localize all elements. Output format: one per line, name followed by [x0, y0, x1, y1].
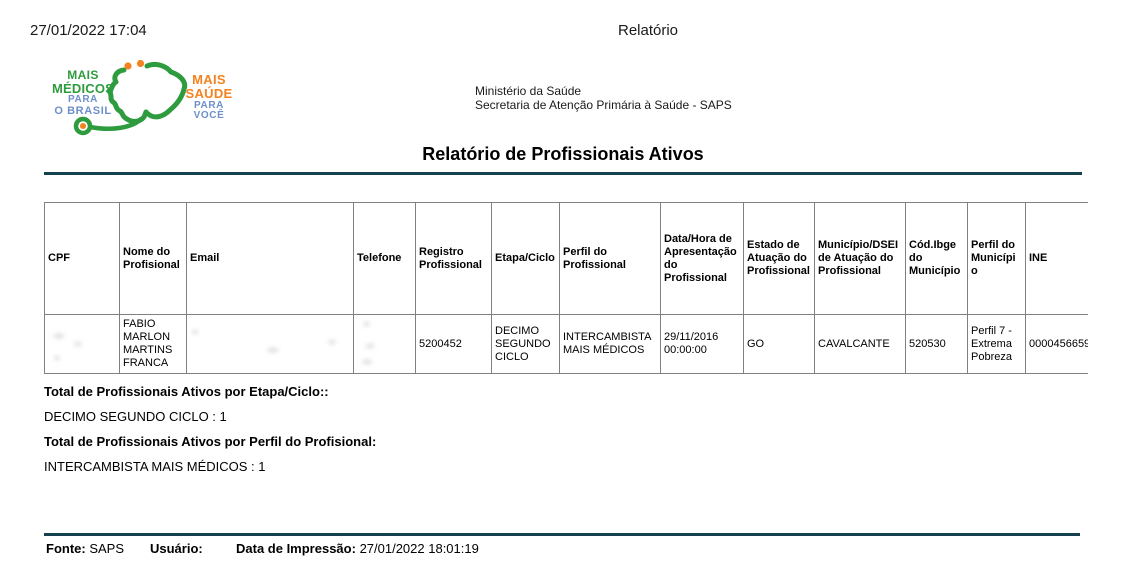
- column-header-email: Email: [186, 202, 354, 315]
- fonte-label: Fonte:: [46, 541, 86, 556]
- column-header-estado: Estado de Atuação do Profissional: [743, 202, 815, 315]
- total-perfil-value: INTERCAMBISTA MAIS MÉDICOS : 1: [44, 459, 266, 474]
- footer-usuario: Usuário:: [150, 541, 203, 556]
- table-row: FABIO MARLON MARTINS FRANCA 5200452 DECI…: [44, 314, 1088, 374]
- org-line-ministerio: Ministério da Saúde: [475, 84, 582, 98]
- redacted-smudge: [51, 333, 67, 339]
- print-datetime: 27/01/2022 17:04: [30, 22, 147, 39]
- cell-registro: 5200452: [415, 314, 492, 374]
- cell-estado: GO: [743, 314, 815, 374]
- fonte-value: SAPS: [89, 541, 125, 556]
- column-header-nome: Nome do Profisional: [119, 202, 187, 315]
- logo-text-medicos: MÉDICOS: [51, 80, 115, 96]
- report-footer: Fonte: SAPS Usuário: Data de Impressão: …: [44, 541, 1080, 559]
- title-rule: [44, 172, 1082, 175]
- logo-text-mais: MAIS: [67, 68, 99, 82]
- report-title: Relatório de Profissionais Ativos: [422, 144, 704, 164]
- org-line-secretaria: Secretaria de Atenção Primária à Saúde -…: [475, 98, 732, 112]
- redacted-smudge: [265, 347, 281, 353]
- column-header-registro: Registro Profissional: [415, 202, 492, 315]
- redacted-smudge: [362, 321, 371, 327]
- cell-cod-ibge: 520530: [905, 314, 968, 374]
- logo-left-text: MAIS MÉDICOS PARA O BRASIL: [40, 69, 126, 118]
- cell-ine: 0000456659: [1025, 314, 1088, 374]
- mais-medicos-logo: MAIS MÉDICOS PARA O BRASIL MAIS SAÚDE PA…: [40, 60, 240, 142]
- print-header-title: Relatório: [618, 22, 679, 39]
- cell-etapa-ciclo: DECIMO SEGUNDO CICLO: [491, 314, 560, 374]
- column-header-data-hora: Data/Hora de Apresentação do Profissiona…: [660, 202, 744, 315]
- logo-right-text: MAIS SAÚDE PARA VOCÊ: [178, 73, 240, 122]
- usuario-label: Usuário:: [150, 541, 203, 556]
- logo-text-saude: SAÚDE: [185, 85, 233, 101]
- cell-data-hora: 29/11/2016 00:00:00: [660, 314, 744, 374]
- logo-text-para-2: PARA: [194, 99, 224, 111]
- cell-email-redacted: [186, 314, 354, 374]
- cell-municipio: CAVALCANTE: [814, 314, 906, 374]
- impressao-value: 27/01/2022 18:01:19: [359, 541, 479, 556]
- logo-text-voce: VOCÊ: [193, 110, 225, 122]
- column-header-cod-ibge: Cód.Ibge do Município: [905, 202, 968, 315]
- redacted-smudge: [360, 359, 374, 365]
- redacted-smudge: [364, 343, 376, 349]
- cell-perfil-municipio: Perfil 7 - Extrema Pobreza: [967, 314, 1026, 374]
- cell-telefone-redacted: [353, 314, 416, 374]
- total-etapa-value: DECIMO SEGUNDO CICLO : 1: [44, 409, 227, 424]
- cell-cpf-redacted: [44, 314, 120, 374]
- column-header-cpf: CPF: [44, 202, 120, 315]
- column-header-perfil-municipio: Perfil do Município: [967, 202, 1026, 315]
- brazil-map-stethoscope-icon: [73, 60, 188, 136]
- impressao-label: Data de Impressão:: [236, 541, 356, 556]
- logo-text-para: PARA: [68, 94, 98, 106]
- logo-text-mais-2: MAIS: [192, 72, 226, 87]
- footer-fonte: Fonte: SAPS: [46, 541, 124, 556]
- redacted-smudge: [73, 341, 83, 347]
- column-header-ine: INE: [1025, 202, 1088, 315]
- org-header: Ministério da Saúde Secretaria de Atençã…: [475, 84, 732, 112]
- total-etapa-label: Total de Profissionais Ativos por Etapa/…: [44, 384, 329, 399]
- redacted-smudge: [53, 355, 61, 361]
- professionals-table-wrapper: CPF Nome do Profisional Email Telefone R…: [44, 202, 1088, 374]
- redacted-smudge: [327, 339, 337, 345]
- redacted-smudge: [191, 329, 199, 335]
- column-header-telefone: Telefone: [353, 202, 416, 315]
- logo-text-o-brasil: O BRASIL: [54, 105, 112, 118]
- total-perfil-label: Total de Profissionais Ativos por Perfil…: [44, 434, 377, 449]
- column-header-etapa-ciclo: Etapa/Ciclo: [491, 202, 560, 315]
- cell-nome: FABIO MARLON MARTINS FRANCA: [119, 314, 187, 374]
- professionals-table: CPF Nome do Profisional Email Telefone R…: [44, 202, 1088, 374]
- footer-rule: [44, 533, 1080, 536]
- cell-perfil-profissional: INTERCAMBISTA MAIS MÉDICOS: [559, 314, 661, 374]
- column-header-perfil-profissional: Perfil do Profissional: [559, 202, 661, 315]
- footer-impressao: Data de Impressão: 27/01/2022 18:01:19: [236, 541, 479, 556]
- column-header-municipio: Município/DSEI de Atuação do Profissiona…: [814, 202, 906, 315]
- table-header-row: CPF Nome do Profisional Email Telefone R…: [44, 202, 1088, 315]
